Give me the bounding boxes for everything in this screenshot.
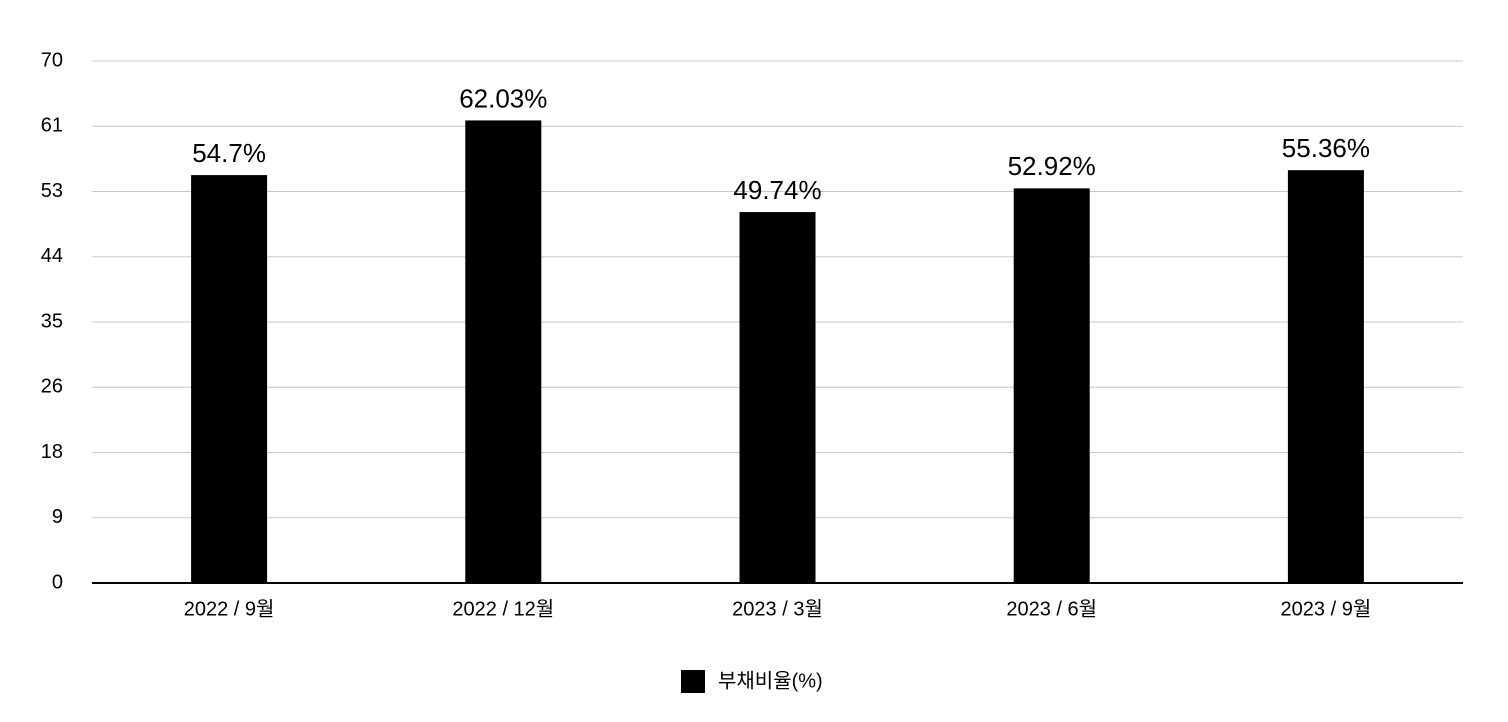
- y-tick-label: 9: [52, 506, 63, 528]
- bar: [739, 212, 816, 583]
- value-label: 49.74%: [733, 175, 821, 205]
- value-label: 55.36%: [1282, 133, 1370, 163]
- legend-label: 부채비율(%): [718, 669, 823, 692]
- bar: [1013, 188, 1090, 584]
- y-tick-label: 26: [41, 376, 63, 398]
- x-tick-label: 2023 / 9월: [1281, 597, 1372, 620]
- x-tick-label: 2023 / 6월: [1006, 597, 1097, 620]
- y-tick-label: 61: [41, 115, 63, 137]
- bar: [191, 175, 268, 583]
- y-tick-label: 70: [41, 49, 63, 71]
- x-tick-label: 2023 / 3월: [732, 597, 823, 620]
- value-label: 54.7%: [192, 138, 266, 168]
- value-label: 62.03%: [459, 83, 547, 113]
- legend-swatch: [681, 670, 705, 693]
- x-tick-label: 2022 / 12월: [452, 597, 554, 620]
- bar: [1287, 170, 1364, 583]
- bar: [465, 120, 542, 584]
- y-tick-label: 18: [41, 441, 63, 463]
- y-tick-label: 53: [41, 180, 63, 202]
- value-label: 52.92%: [1008, 151, 1096, 181]
- y-tick-label: 0: [52, 571, 63, 593]
- x-tick-label: 2022 / 9월: [184, 597, 275, 620]
- y-tick-label: 35: [41, 310, 63, 332]
- y-tick-label: 44: [41, 245, 63, 267]
